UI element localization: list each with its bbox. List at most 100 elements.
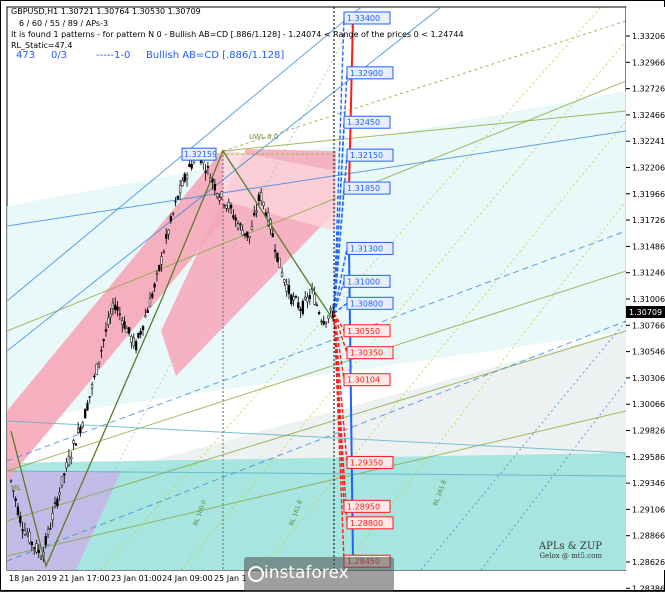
candle-body [111,302,115,310]
level-box-1.30800[interactable]: 1.30800 [346,296,394,310]
candle-body [213,183,217,191]
candle-body [72,440,75,444]
candle-body [246,231,249,238]
price-tick-label: 1.30546 [632,348,665,357]
peak-level-box[interactable]: 1.32159 [181,147,336,161]
price-tick-label: 1.32241 [632,137,665,146]
candle-body [109,313,112,318]
candle-body [23,529,27,535]
candle-body [141,325,145,331]
candle-body [222,204,226,207]
level-box-frame [346,241,394,255]
channel-fill-lightteal [7,91,626,421]
candle-body [329,308,332,311]
current-price-label: 1.30709 [629,308,662,317]
level-box-1.30550[interactable]: 1.30550 [343,324,391,338]
candle-body [14,498,17,502]
candle-body [320,320,323,323]
price-tick-label: 1.31006 [632,295,665,304]
candle-body [116,306,119,311]
price-tick-label: 1.29106 [632,505,665,514]
level-box-1.30350[interactable]: 1.30350 [346,346,394,360]
level-box-label: 1.32150 [350,151,383,160]
credits-title: APLs & ZUP [538,541,602,552]
candle-body [294,296,298,298]
price-tick-label: 1.30066 [632,400,665,409]
projection-ray [333,248,348,314]
candle-body [60,476,64,486]
level-box-1.33400[interactable]: 1.33400 [343,11,391,25]
level-box-frame [343,373,391,387]
price-tick-label: 1.31726 [632,216,665,225]
candle-body [65,462,68,469]
candle-body [262,201,265,207]
candle-body [160,256,163,265]
candle-body [306,296,309,303]
candle-body [132,337,135,347]
candle-body [39,557,43,560]
candle-body [257,194,261,201]
candle-body [53,502,57,504]
price-tick-label: 1.32466 [632,111,665,120]
candle-body [220,191,223,198]
candle-body [118,313,122,315]
candle-body [290,294,293,305]
candle-body [190,164,193,169]
price-tick-label: 1.31966 [632,190,665,199]
level-box-label: 1.30550 [347,327,380,336]
level-box-1.28800[interactable]: 1.28800 [346,516,394,530]
candle-body [278,257,281,268]
level-box-frame [343,11,391,25]
price-tick-label: 1.28866 [632,532,665,541]
level-box-1.32150[interactable]: 1.32150 [346,148,394,162]
fork-line [7,130,626,227]
candle-body [181,180,184,187]
candle-body [58,492,61,496]
candle-body [67,455,71,466]
fork-line [180,40,626,570]
candle-body [185,174,189,180]
projection-ray [333,281,345,314]
price-tick-label: 1.29826 [632,427,665,436]
level-box-1.32900[interactable]: 1.32900 [346,66,394,80]
time-tick-label: 23 Jan 01:00 [111,574,162,583]
candle-body [121,320,124,325]
candle-body [81,422,84,427]
level-box-frame [346,148,394,162]
candle-body [273,249,277,252]
level-box-label: 1.32900 [350,69,383,78]
candle-body [304,296,307,300]
level-box-label: 1.31000 [347,277,380,286]
time-tick-label: 25 Jan 1 [214,574,247,583]
candle-body [77,428,80,433]
level-box-label: 1.33400 [347,14,380,23]
candle-body [21,529,24,532]
fork-line [7,420,626,454]
price-tick-label: 1.32726 [632,85,665,94]
level-box-1.28950[interactable]: 1.28950 [343,499,391,513]
pattern-name: Bullish AB=CD [.886/1.128] [146,50,285,61]
fork-line [7,330,626,522]
candle-body [253,212,256,216]
candle-body [102,339,105,341]
level-box-1.31850[interactable]: 1.31850 [343,181,391,195]
candle-body [56,498,59,507]
candle-body [227,201,230,209]
level-box-label: 1.30350 [350,349,383,358]
price-axis: 1.33206 1.32966 1.32726 1.32466 1.32241 1.322… [626,7,665,592]
level-box-1.30104[interactable]: 1.30104 [343,373,391,387]
annotation-ml: ML [11,484,21,492]
candle-body [218,197,221,201]
level-box-1.32450[interactable]: 1.32450 [343,115,391,129]
level-box-1.31000[interactable]: 1.31000 [343,274,391,288]
candle-body [165,234,168,239]
candle-body [130,336,133,343]
candle-body [37,549,40,554]
level-box-label: 1.29350 [350,458,383,467]
level-box-1.29350[interactable]: 1.29350 [346,455,394,469]
candle-body [287,285,291,295]
projection-ray [333,188,345,314]
level-box-1.31300[interactable]: 1.31300 [346,241,394,255]
